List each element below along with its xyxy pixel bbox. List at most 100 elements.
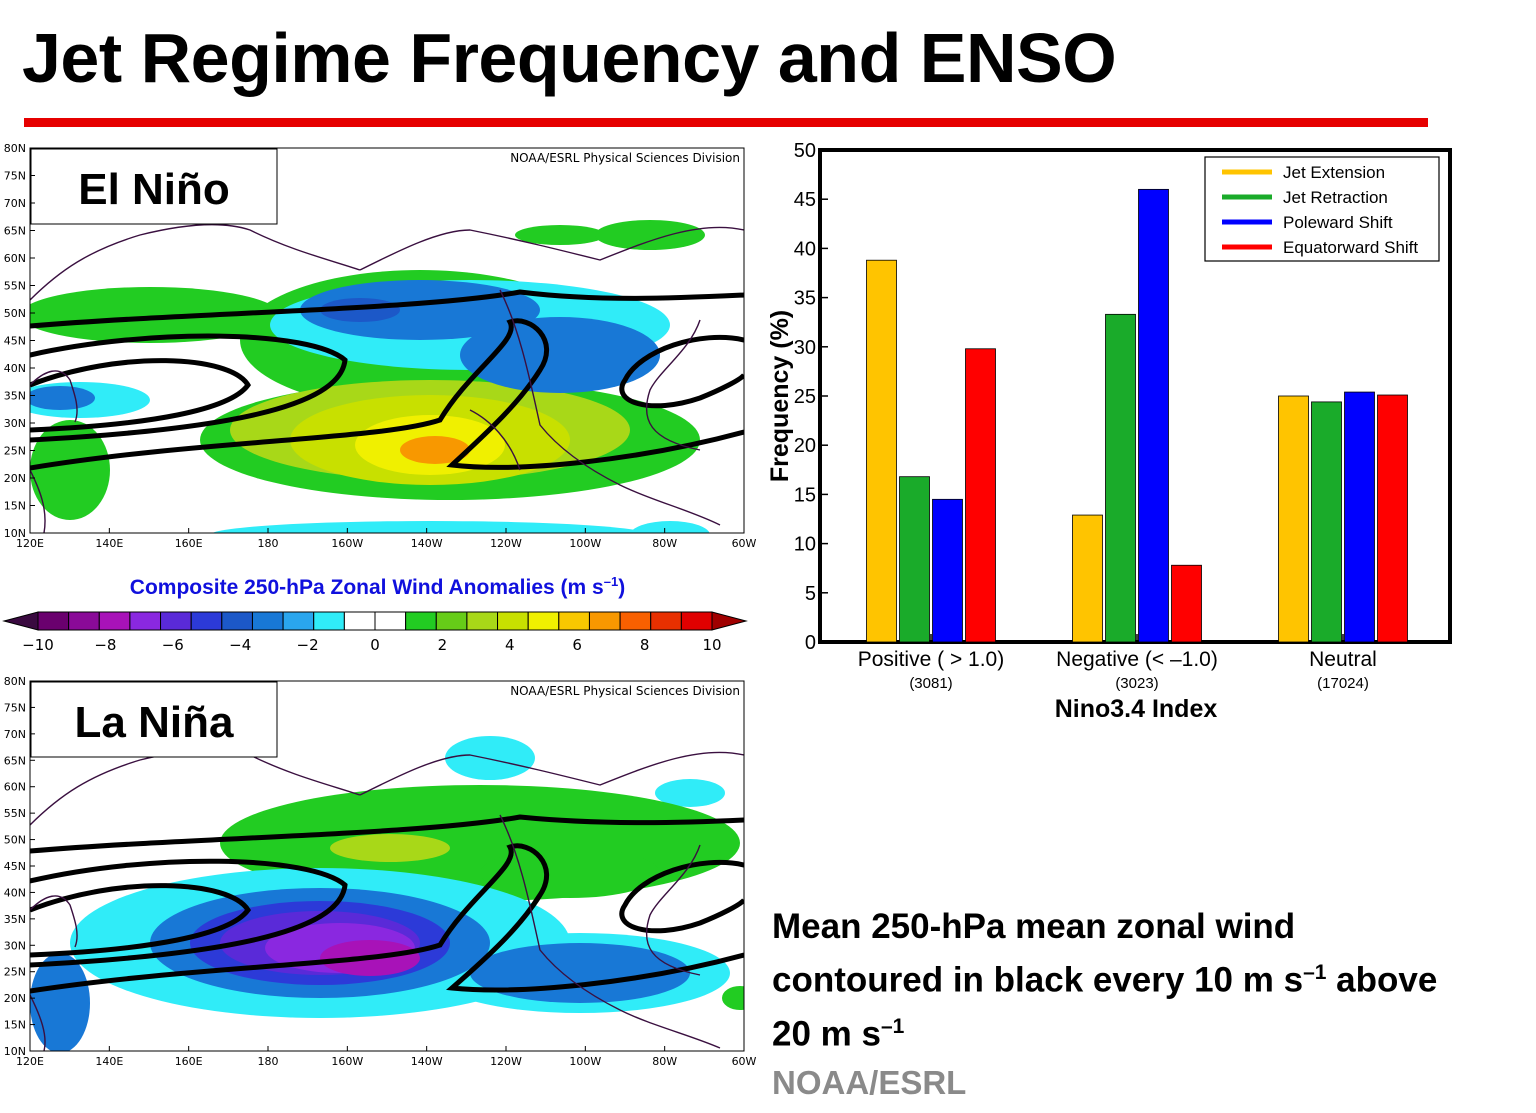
lon-label: 60W xyxy=(732,537,757,550)
legend-label: Jet Retraction xyxy=(1283,188,1388,207)
y-tick-label: 0 xyxy=(805,632,816,654)
legend-label: Jet Extension xyxy=(1283,163,1385,182)
lon-label: 140E xyxy=(95,1055,123,1068)
colorbar-swatch xyxy=(344,612,375,630)
bar xyxy=(1312,402,1342,642)
category-count: (3023) xyxy=(1115,675,1158,692)
bar xyxy=(1139,189,1169,642)
legend-label: Poleward Shift xyxy=(1283,213,1393,232)
colorbar-tick-label: −8 xyxy=(94,636,116,654)
lon-label: 160E xyxy=(175,1055,203,1068)
lat-label: 75N xyxy=(4,170,26,183)
lat-label: 70N xyxy=(4,197,26,210)
lon-label: 120W xyxy=(490,1055,522,1068)
colorbar-swatch xyxy=(99,612,130,630)
bar xyxy=(1106,314,1136,642)
lat-label: 45N xyxy=(4,335,26,348)
y-tick-label: 25 xyxy=(794,386,816,408)
map-credit: NOAA/ESRL Physical Sciences Division xyxy=(510,151,740,165)
chart-legend: Jet Extension Jet Retraction Poleward Shif… xyxy=(1205,157,1439,261)
lon-label: 80W xyxy=(652,1055,677,1068)
colorbar-swatch xyxy=(528,612,559,630)
lat-label: 45N xyxy=(4,860,26,873)
category-count: (3081) xyxy=(909,675,952,692)
colorbar-title: Composite 250-hPa Zonal Wind Anomalies (… xyxy=(0,574,755,600)
lon-label: 160W xyxy=(331,537,363,550)
lon-label: 100W xyxy=(569,1055,601,1068)
lat-label: 15N xyxy=(4,1019,26,1032)
lat-label: 80N xyxy=(4,142,26,155)
lat-label: 60N xyxy=(4,781,26,794)
jet-regime-bar-chart: 05101520253035404550 Positive ( > 1.0)(3… xyxy=(760,135,1520,735)
y-tick-label: 10 xyxy=(794,534,816,556)
lat-label: 35N xyxy=(4,390,26,403)
lat-label: 60N xyxy=(4,252,26,265)
lon-label: 60W xyxy=(732,1055,757,1068)
description-text: Mean 250-hPa mean zonal wind contoured i… xyxy=(772,904,1512,1057)
lat-label: 35N xyxy=(4,913,26,926)
lat-label: 50N xyxy=(4,834,26,847)
colorbar-swatch xyxy=(498,612,529,630)
lon-label: 140W xyxy=(411,537,443,550)
title-underline xyxy=(24,118,1428,127)
colorbar-swatch xyxy=(130,612,161,630)
lat-label: 30N xyxy=(4,417,26,430)
colorbar-swatches xyxy=(4,612,746,630)
colorbar-tick-label: 0 xyxy=(370,636,380,654)
la-nina-map: La Niña NOAA/ESRL Physical Sciences Divi… xyxy=(0,673,760,1093)
colorbar-tick-label: 10 xyxy=(702,636,721,654)
source-credit: NOAA/ESRL xyxy=(772,1064,966,1102)
lon-label: 140E xyxy=(95,537,123,550)
bar xyxy=(1345,392,1375,642)
lon-label: 180 xyxy=(258,537,279,550)
lat-label: 55N xyxy=(4,280,26,293)
lat-label: 20N xyxy=(4,472,26,485)
colorbar-swatch xyxy=(222,612,253,630)
colorbar-swatch xyxy=(406,612,437,630)
lon-label: 160E xyxy=(175,537,203,550)
slide-title: Jet Regime Frequency and ENSO xyxy=(22,18,1116,98)
colorbar-swatch xyxy=(559,612,590,630)
y-tick-label: 15 xyxy=(794,484,816,506)
colorbar-tick-label: −6 xyxy=(162,636,184,654)
bar xyxy=(966,349,996,642)
colorbar-swatch xyxy=(283,612,314,630)
panel-label: La Niña xyxy=(75,698,234,747)
y-tick-label: 35 xyxy=(794,288,816,310)
colorbar-tick-label: 8 xyxy=(640,636,650,654)
lat-label: 40N xyxy=(4,362,26,375)
lat-label: 20N xyxy=(4,992,26,1005)
lon-label: 120E xyxy=(16,1055,44,1068)
lon-label: 140W xyxy=(411,1055,443,1068)
y-axis-title: Frequency (%) xyxy=(766,310,794,482)
colorbar-tick-labels: −10 −8 −6 −4 −2 0 2 4 6 8 10 xyxy=(22,636,721,654)
colorbar-swatch xyxy=(314,612,345,630)
colorbar-swatch xyxy=(467,612,498,630)
colorbar-swatch xyxy=(161,612,192,630)
lat-label: 65N xyxy=(4,754,26,767)
lon-label: 160W xyxy=(331,1055,363,1068)
bar xyxy=(867,260,897,642)
lat-label: 65N xyxy=(4,225,26,238)
colorbar-swatch xyxy=(69,612,100,630)
lat-label: 70N xyxy=(4,728,26,741)
colorbar-tick-label: 4 xyxy=(505,636,515,654)
category-label: Neutral xyxy=(1309,648,1377,671)
colorbar-swatch xyxy=(191,612,222,630)
colorbar-swatch xyxy=(38,612,69,630)
lat-label: 80N xyxy=(4,675,26,688)
colorbar-low-arrow xyxy=(4,612,38,630)
colorbar-swatch xyxy=(681,612,712,630)
colorbar-tick-label: 2 xyxy=(438,636,448,654)
anomaly-colorbar: −10 −8 −6 −4 −2 0 2 4 6 8 10 xyxy=(0,606,760,656)
colorbar-swatch xyxy=(620,612,651,630)
bar xyxy=(933,499,963,642)
colorbar-tick-label: −4 xyxy=(229,636,251,654)
colorbar-tick-label: −10 xyxy=(22,636,54,654)
y-tick-label: 45 xyxy=(794,189,816,211)
bar xyxy=(1378,395,1408,642)
colorbar-swatch xyxy=(252,612,283,630)
lon-label: 120E xyxy=(16,537,44,550)
category-label: Negative (< –1.0) xyxy=(1056,648,1218,671)
lat-label: 55N xyxy=(4,807,26,820)
